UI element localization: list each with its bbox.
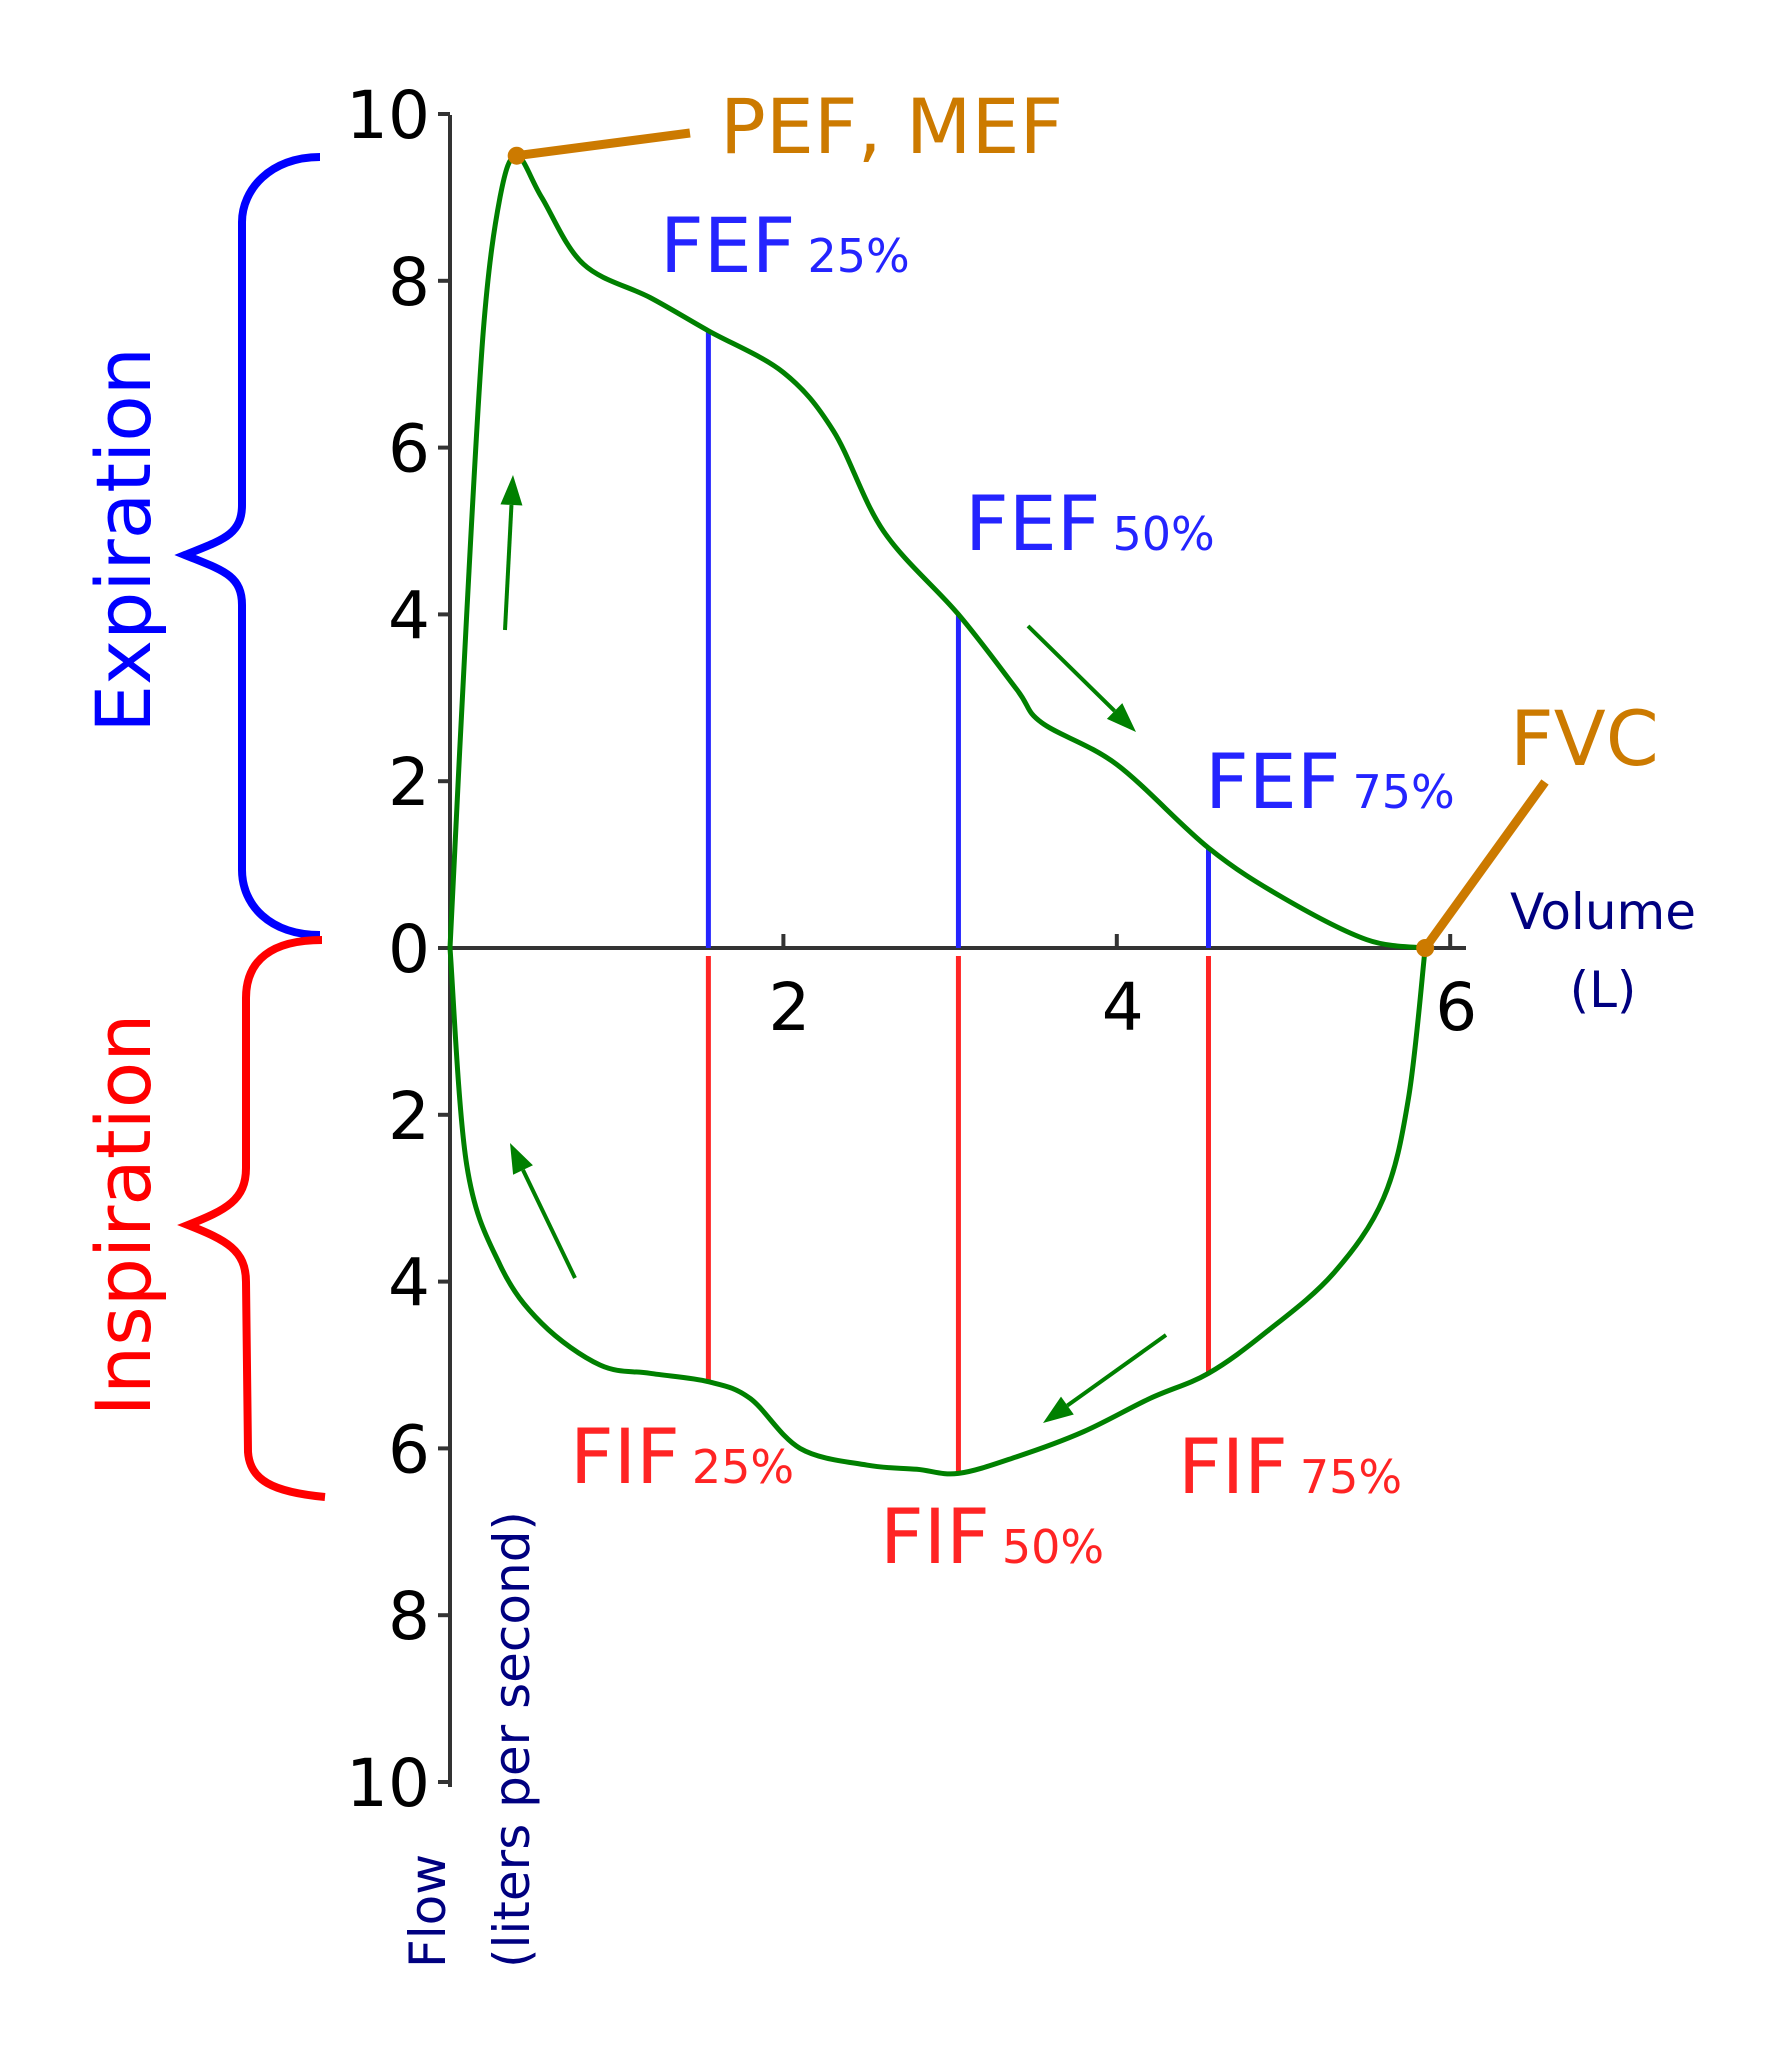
y-tick-label: 10 xyxy=(346,77,430,154)
inspiration-brace xyxy=(177,936,326,1501)
fif-50-label: FIF 50% xyxy=(880,1492,1104,1581)
y-axis-unit: (liters per second) xyxy=(483,1511,541,1968)
y-tick-label: 4 xyxy=(388,1245,430,1322)
annotations: PEF, MEF FVC xyxy=(507,82,1659,957)
inspiration-label: Inspiration xyxy=(79,1014,168,1417)
direction-arrow xyxy=(500,475,523,631)
direction-arrow xyxy=(1043,1333,1168,1423)
pef-leader-line xyxy=(516,128,691,161)
flow-volume-curve xyxy=(447,153,1428,1477)
direction-arrow xyxy=(510,1143,577,1279)
x-tick-label: 6 xyxy=(1435,969,1477,1046)
axes: 10 8 6 4 2 0 2 4 6 8 10 2 4 6 xyxy=(346,77,1477,1822)
x-axis-ticks: 2 4 6 xyxy=(768,934,1477,1046)
y-tick-label: 0 xyxy=(388,911,430,988)
expiration-curve xyxy=(447,153,1426,951)
y-tick-label: 6 xyxy=(388,1411,430,1488)
y-axis-label: Flow xyxy=(399,1854,457,1968)
expiration-brace xyxy=(174,153,321,939)
fvc-point xyxy=(1416,939,1435,957)
direction-arrow xyxy=(1026,624,1136,732)
fef-25-label: FEF 25% xyxy=(660,201,910,290)
fvc-leader-line xyxy=(1421,779,1549,951)
y-tick-label: 4 xyxy=(388,577,430,654)
pef-mef-label: PEF, MEF xyxy=(720,82,1063,171)
direction-arrows xyxy=(500,475,1168,1423)
fif-75-label: FIF 75% xyxy=(1178,1422,1402,1511)
fef-75-label: FEF 75% xyxy=(1205,737,1455,826)
fvc-label: FVC xyxy=(1510,694,1659,783)
x-axis-unit: (L) xyxy=(1570,961,1637,1019)
y-tick-label: 10 xyxy=(346,1745,430,1822)
x-axis-label: Volume xyxy=(1510,883,1696,941)
marker-lines xyxy=(705,330,1211,1474)
y-tick-label: 8 xyxy=(388,1578,430,1655)
y-axis-title: Flow (liters per second) xyxy=(399,1511,541,1968)
pef-point xyxy=(507,146,526,165)
y-tick-label: 2 xyxy=(388,744,430,821)
marker-labels: FEF 25% FEF 50% FEF 75% FIF 25% FIF 50% FIF 75% xyxy=(570,201,1455,1581)
x-tick-label: 4 xyxy=(1102,969,1144,1046)
fef-50-label: FEF 50% xyxy=(965,479,1215,568)
inspiration-curve xyxy=(447,947,1428,1477)
fif-25-label: FIF 25% xyxy=(570,1412,794,1501)
y-tick-label: 6 xyxy=(388,411,430,488)
expiration-label: Expiration xyxy=(79,347,168,733)
y-axis-ticks: 10 8 6 4 2 0 2 4 6 8 10 xyxy=(346,77,450,1822)
y-tick-label: 8 xyxy=(388,244,430,321)
x-tick-label: 2 xyxy=(768,969,810,1046)
y-tick-label: 2 xyxy=(388,1078,430,1155)
